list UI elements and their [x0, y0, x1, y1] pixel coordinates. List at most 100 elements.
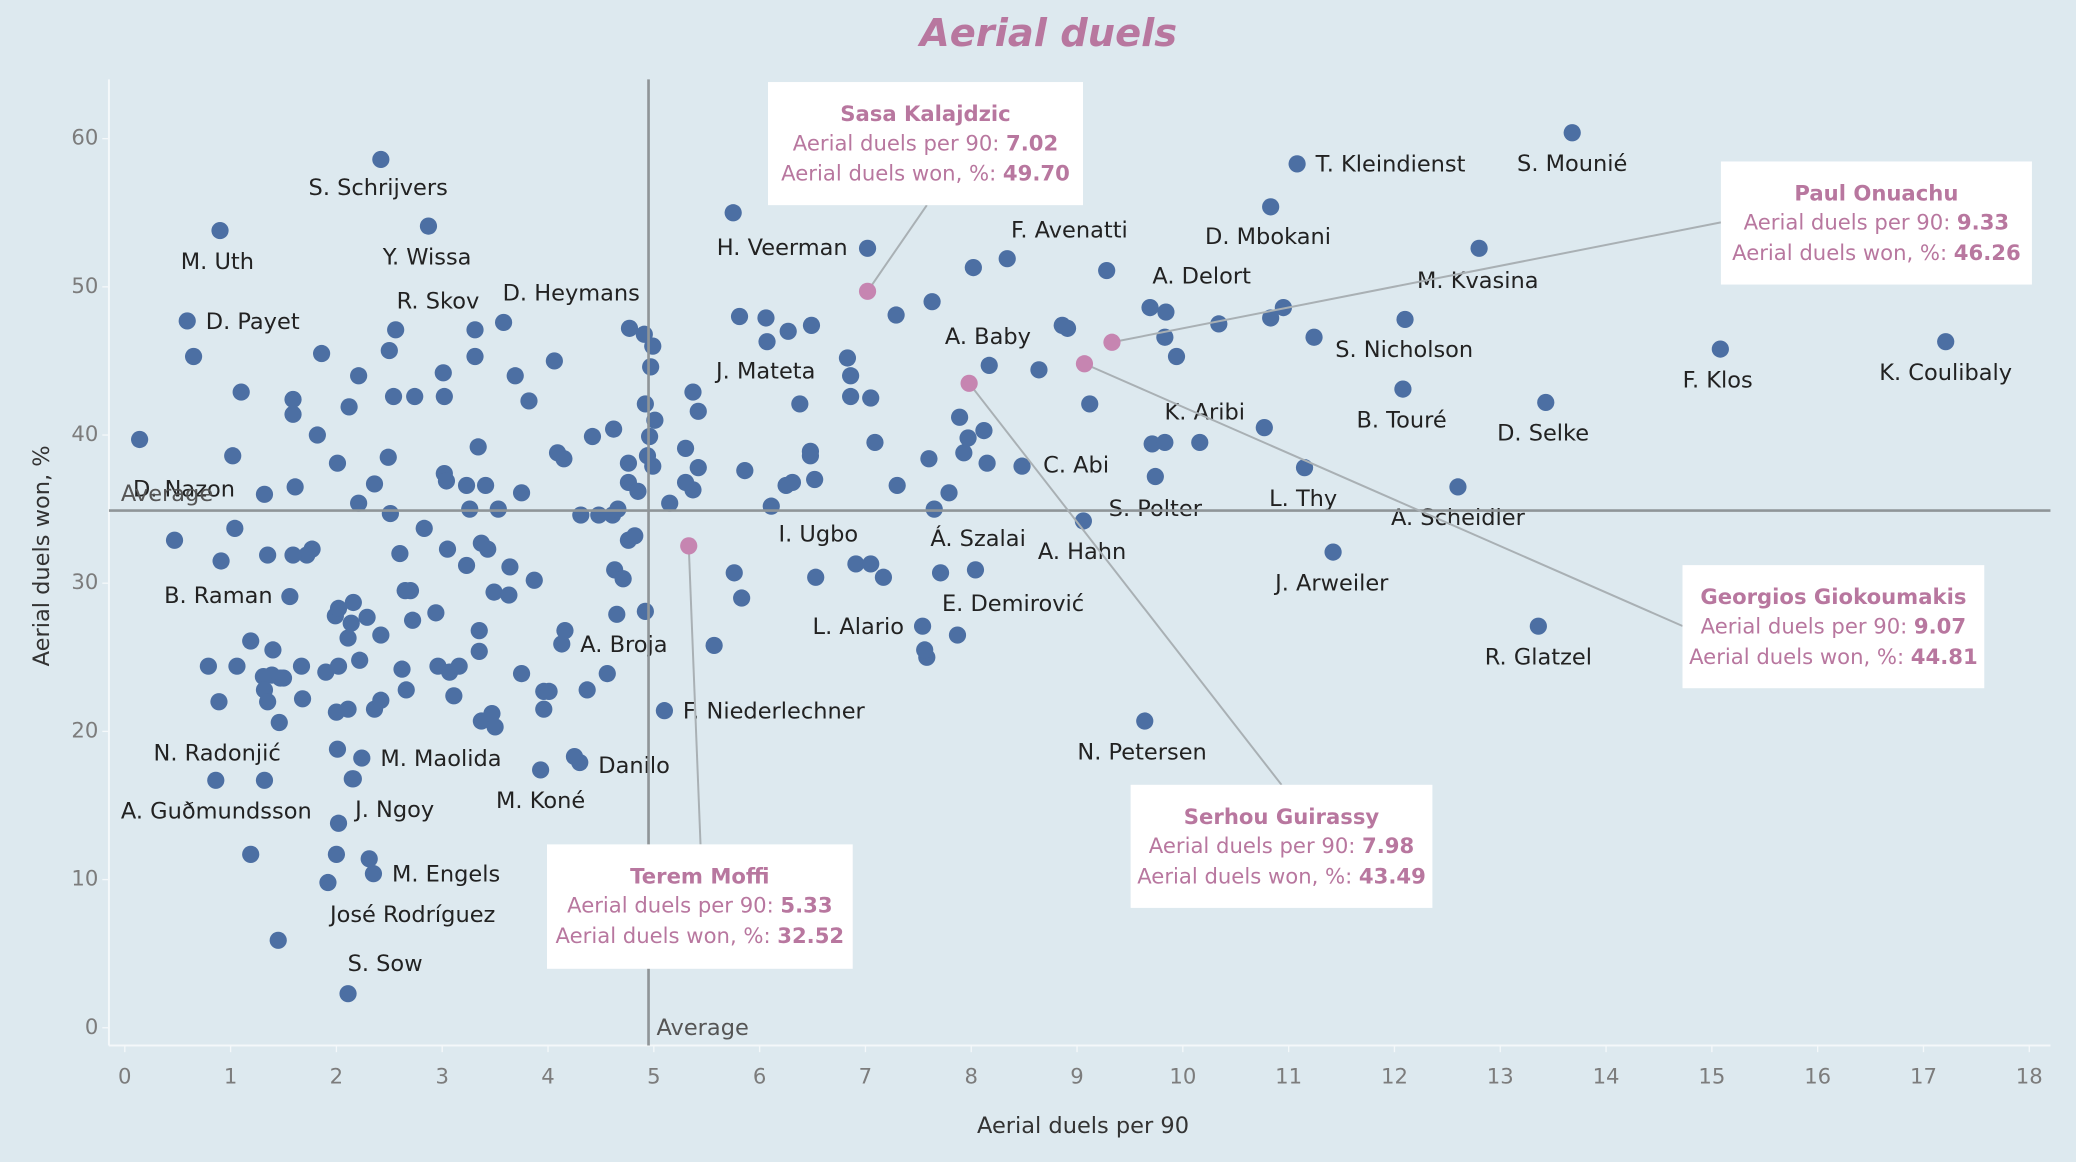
player-point [242, 632, 260, 650]
player-point [470, 622, 488, 640]
player-point [762, 497, 780, 515]
player-point [1030, 361, 1048, 379]
player-point [372, 626, 390, 644]
player-point [676, 439, 695, 457]
player-point [535, 700, 553, 718]
player-point [1396, 310, 1414, 329]
player-label: A. Delort [1152, 264, 1251, 290]
player-point [1081, 395, 1099, 413]
player-point [284, 546, 302, 564]
player-point [572, 506, 590, 524]
player-point [479, 540, 497, 558]
player-point [1146, 467, 1164, 486]
player-point [486, 718, 504, 736]
y-tick-label: 20 [71, 717, 98, 742]
tooltip-box [1130, 784, 1433, 908]
player-point [806, 470, 824, 489]
average-label: Average [656, 1015, 748, 1041]
player-point [512, 665, 531, 683]
player-point [1295, 459, 1314, 477]
player-point [415, 519, 433, 537]
x-tick-label: 1 [224, 1063, 237, 1088]
player-label: B. Touré [1356, 407, 1446, 433]
player-point [1210, 315, 1228, 333]
tooltip-field: Aerial duels per 90: [567, 893, 774, 918]
player-point [391, 544, 409, 563]
player-label: M. Engels [392, 861, 500, 887]
tooltip-name: Paul Onuachu [1794, 181, 1958, 206]
tooltip-field: Aerial duels won, %: [1689, 644, 1904, 669]
player-point [1136, 712, 1154, 730]
player-point [284, 390, 302, 409]
player-point [211, 221, 229, 240]
player-label: T. Kleindienst [1315, 152, 1466, 178]
player-label: Y. Wissa [382, 244, 472, 270]
player-point [450, 657, 468, 675]
chart-title: Aerial duels [917, 11, 1177, 56]
player-point [801, 442, 820, 460]
player-point [500, 586, 518, 604]
player-point [329, 599, 348, 618]
player-point [381, 504, 399, 523]
player-point [1167, 347, 1186, 366]
tooltip-field: Aerial duels per 90: [1149, 833, 1356, 858]
x-tick-label: 16 [1804, 1063, 1831, 1088]
player-point [397, 681, 415, 699]
player-point [920, 450, 938, 468]
player-point [887, 306, 905, 324]
player-label: S. Schrijvers [309, 175, 448, 201]
player-point [259, 546, 277, 564]
player-point [342, 614, 360, 632]
player-point [466, 347, 484, 366]
player-point [224, 447, 242, 465]
player-point [605, 420, 623, 438]
player-point [393, 660, 411, 678]
player-point [948, 626, 967, 644]
average-label: Average [121, 481, 213, 507]
tooltip-line: Aerial duels won, %: 43.49 [1137, 863, 1426, 888]
player-label: D. Heymans [503, 280, 640, 306]
y-tick-label: 30 [71, 569, 98, 594]
player-point [1563, 124, 1581, 142]
player-label: F. Klos [1683, 367, 1753, 393]
player-point [406, 387, 424, 406]
player-point [242, 845, 260, 863]
x-tick-label: 8 [965, 1063, 978, 1088]
player-label: I. Ugbo [779, 521, 859, 547]
player-point [1711, 340, 1729, 358]
player-point [427, 604, 445, 622]
player-point [298, 546, 316, 564]
player-point [210, 693, 228, 711]
tooltip-field: Aerial duels won, %: [556, 923, 771, 948]
player-point [532, 761, 550, 779]
player-point [380, 341, 398, 360]
x-tick-label: 18 [2016, 1063, 2043, 1088]
player-point [226, 519, 244, 537]
player-point [838, 349, 857, 367]
player-label: D. Nazon [133, 476, 235, 502]
player-point [705, 636, 723, 655]
player-point [540, 682, 558, 700]
player-label: R. Glatzel [1485, 644, 1592, 670]
player-point [661, 494, 679, 512]
player-point [619, 454, 638, 472]
player-point [525, 571, 543, 589]
x-tick-label: 14 [1593, 1063, 1620, 1088]
player-point [312, 344, 331, 363]
tooltip-name: Terem Moffi [630, 863, 769, 888]
tooltip-line: Aerial duels per 90: 9.07 [1701, 613, 1966, 638]
tooltip-line: Aerial duels won, %: 44.81 [1689, 644, 1978, 669]
player-label: A. Guðmundsson [121, 799, 312, 825]
player-point [783, 473, 802, 492]
tooltip-field: Aerial duels won, %: [1137, 863, 1352, 888]
player-point [286, 478, 304, 496]
player-point [583, 427, 602, 446]
player-label: Danilo [598, 753, 670, 779]
player-label: L. Thy [1269, 486, 1337, 512]
player-point [842, 387, 860, 406]
player-point [212, 552, 230, 570]
player-point [779, 322, 797, 340]
player-label: J. Ngoy [353, 797, 434, 823]
player-point [506, 367, 524, 385]
